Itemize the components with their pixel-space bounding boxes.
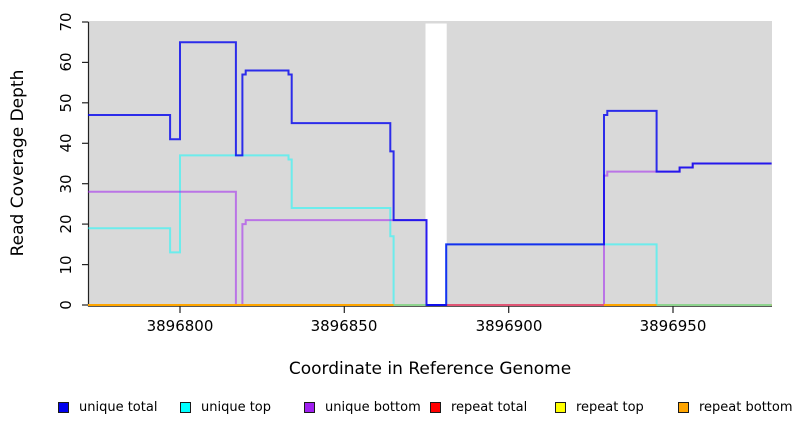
unique-total-swatch-icon <box>58 401 69 413</box>
x-tick-label: 3896900 <box>475 317 543 335</box>
unique-bottom-swatch-icon <box>304 401 315 413</box>
x-axis-title: Coordinate in Reference Genome <box>288 359 572 379</box>
y-tick-label: 70 <box>57 12 75 32</box>
legend-label: unique bottom <box>325 399 421 415</box>
y-tick-label: 30 <box>57 174 75 194</box>
legend-item-unique-bottom: unique bottom <box>304 399 421 415</box>
coverage-gap-band <box>425 23 447 306</box>
y-tick-label: 60 <box>57 52 75 72</box>
y-tick-label: 50 <box>57 93 75 113</box>
legend-item-repeat-total: repeat total <box>430 399 527 415</box>
legend-label: unique total <box>79 399 158 415</box>
y-tick-label: 0 <box>57 300 75 310</box>
legend-item-repeat-bottom: repeat bottom <box>678 399 792 415</box>
repeat-bottom-swatch-icon <box>678 401 689 413</box>
y-tick-label: 20 <box>57 214 75 234</box>
x-tick-label: 3896950 <box>639 317 707 335</box>
legend-label: repeat top <box>576 399 644 415</box>
legend-item-repeat-top: repeat top <box>555 399 644 415</box>
repeat-top-swatch-icon <box>555 401 566 413</box>
y-tick-label: 40 <box>57 133 75 153</box>
y-tick-label: 10 <box>57 255 75 275</box>
legend: unique total unique top unique bottom re… <box>0 399 792 419</box>
x-tick-label: 3896850 <box>310 317 378 335</box>
legend-item-unique-top: unique top <box>180 399 271 415</box>
legend-label: repeat total <box>451 399 528 415</box>
unique-top-swatch-icon <box>180 401 191 413</box>
y-axis-title: Read Coverage Depth <box>8 69 28 257</box>
series-line-unique-total <box>88 41 772 306</box>
legend-item-unique-total: unique total <box>58 399 157 415</box>
legend-label: unique top <box>201 399 272 415</box>
x-tick-label: 3896800 <box>146 317 214 335</box>
repeat-total-swatch-icon <box>430 401 441 413</box>
legend-label: repeat bottom <box>699 399 792 415</box>
